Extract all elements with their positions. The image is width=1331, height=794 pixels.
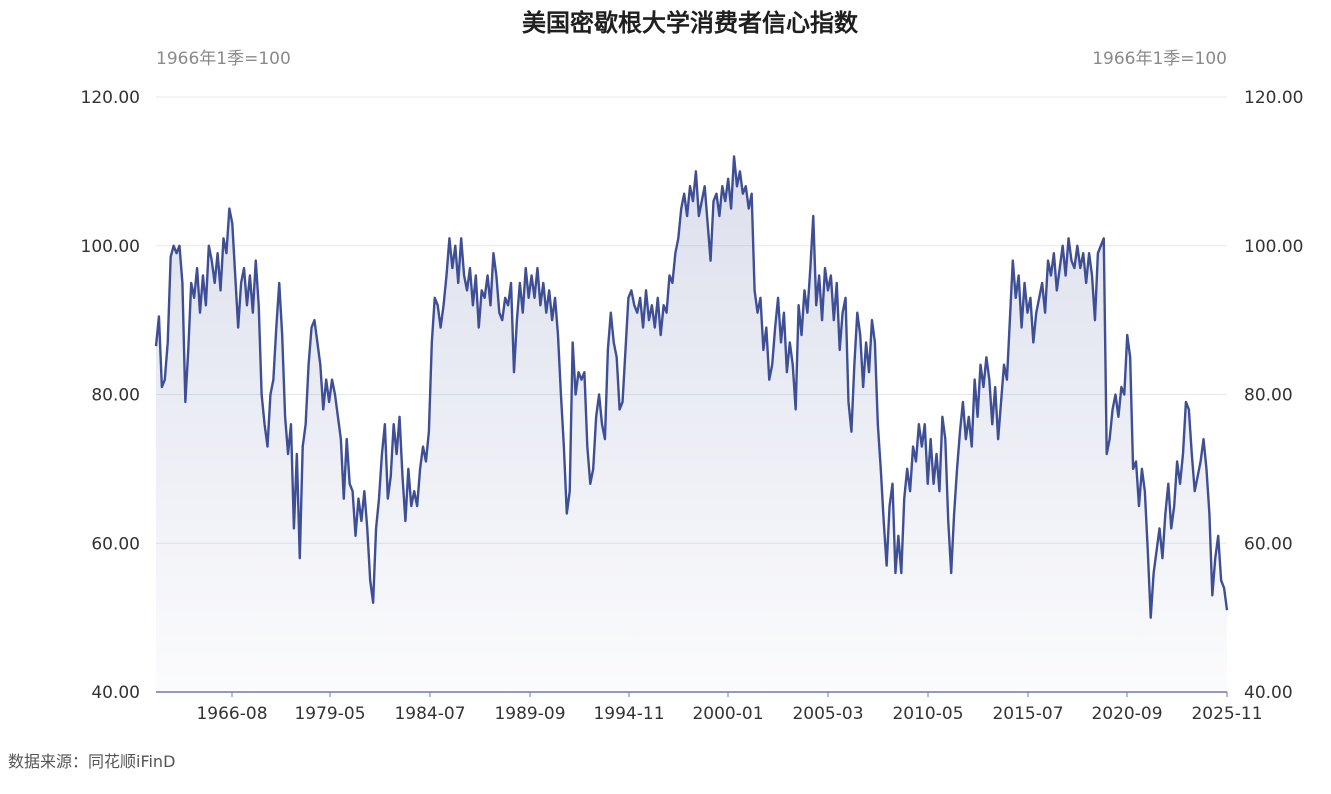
x-tick-label: 1989-09 — [494, 704, 565, 724]
y-tick-label-left: 40.00 — [91, 683, 140, 703]
y-tick-label-left: 120.00 — [81, 88, 140, 108]
x-tick-label: 1984-07 — [394, 704, 465, 724]
chart-title: 美国密歇根大学消费者信心指数 — [522, 9, 859, 37]
right-y-axis: 40.00 60.00 80.00 100.00 120.00 — [1244, 88, 1303, 703]
x-tick-label: 2010-05 — [892, 704, 963, 724]
y-tick-label-right: 100.00 — [1244, 237, 1303, 257]
x-tick-label: 1979-05 — [294, 704, 365, 724]
y-tick-label-left: 60.00 — [91, 534, 140, 554]
sentiment-area — [156, 156, 1227, 692]
left-y-axis: 40.00 60.00 80.00 100.00 120.00 — [81, 88, 140, 703]
x-tick-label: 1966-08 — [196, 704, 267, 724]
y-tick-label-left: 100.00 — [81, 237, 140, 257]
x-tick-label: 2015-07 — [992, 704, 1063, 724]
left-unit-label: 1966年1季=100 — [156, 49, 291, 69]
x-tick-label: 2005-03 — [792, 704, 863, 724]
y-tick-label-right: 120.00 — [1244, 88, 1303, 108]
x-tick-label: 2020-09 — [1091, 704, 1162, 724]
x-tick-label: 2025-11 — [1191, 704, 1262, 724]
x-tick-label: 1994-11 — [593, 704, 664, 724]
y-tick-label-left: 80.00 — [91, 386, 140, 406]
y-tick-label-right: 40.00 — [1244, 683, 1293, 703]
x-tick-label: 2000-01 — [692, 704, 763, 724]
y-tick-label-right: 60.00 — [1244, 534, 1293, 554]
right-unit-label: 1966年1季=100 — [1092, 49, 1227, 69]
data-source: 数据来源：同花顺iFinD — [8, 752, 175, 771]
y-tick-label-right: 80.00 — [1244, 386, 1293, 406]
sentiment-line — [154, 155, 1229, 619]
x-axis: 1966-08 1979-05 1984-07 1989-09 1994-11 2000-… — [196, 692, 1263, 724]
